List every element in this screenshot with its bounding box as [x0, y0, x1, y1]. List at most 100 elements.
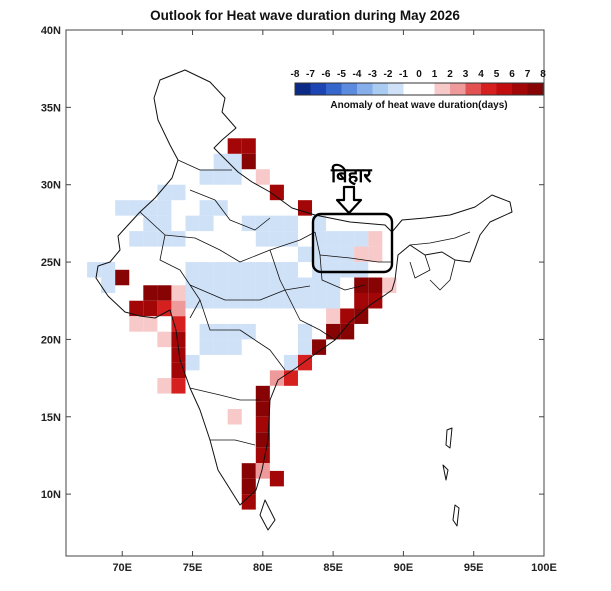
- grid-cell: [227, 323, 242, 340]
- grid-cell: [269, 370, 284, 386]
- grid-cell: [269, 277, 284, 293]
- grid-cell: [241, 262, 256, 278]
- grid-cell: [241, 138, 256, 154]
- grid-cell: [199, 323, 214, 340]
- grid-cell: [227, 409, 242, 425]
- grid-cell: [255, 169, 270, 185]
- colorbar-tick-label: 5: [494, 69, 500, 80]
- colorbar-tick-label: -6: [322, 69, 331, 80]
- colorbar-tick-label: 2: [447, 69, 453, 80]
- colorbar-tick-label: 4: [478, 69, 484, 80]
- x-tick-label: 70E: [112, 562, 132, 574]
- grid-cell: [199, 277, 214, 293]
- grid-cell: [157, 184, 172, 201]
- region-label: बिहार: [330, 163, 372, 187]
- colorbar-tick-label: -3: [368, 69, 377, 80]
- colorbar-swatch: [481, 83, 497, 95]
- grid-cell: [213, 277, 228, 293]
- grid-cell: [297, 323, 313, 340]
- grid-cell: [199, 339, 214, 355]
- grid-cell: [297, 246, 313, 263]
- grid-cell: [185, 262, 200, 278]
- grid-cell: [87, 262, 102, 278]
- grid-cell: [199, 293, 214, 309]
- grid-cell: [101, 262, 116, 278]
- grid-cell: [312, 293, 327, 309]
- x-tick-label: 80E: [253, 562, 273, 574]
- grid-cell: [185, 354, 200, 371]
- grid-cell: [157, 285, 172, 301]
- grid-cell: [171, 184, 186, 201]
- x-tick-label: 95E: [464, 562, 484, 574]
- grid-cell: [227, 138, 242, 154]
- grid-cell: [283, 354, 298, 371]
- grid-cell: [199, 262, 214, 278]
- grid-cell: [129, 300, 144, 317]
- grid-cell: [213, 153, 228, 170]
- grid-cell: [297, 277, 313, 293]
- colorbar-swatch: [388, 83, 404, 95]
- grid-cell: [213, 169, 228, 185]
- colorbar-swatch: [419, 83, 435, 95]
- grid-cell: [368, 246, 383, 263]
- grid-cell: [157, 200, 172, 216]
- grid-cell: [129, 316, 144, 332]
- grid-cell: [283, 231, 298, 247]
- colorbar-tick-label: 0: [416, 69, 422, 80]
- grid-cell: [143, 231, 158, 247]
- grid-cell: [241, 323, 256, 340]
- grid-cell: [340, 323, 355, 340]
- grid-cell: [269, 470, 284, 487]
- colorbar-tick-label: -5: [337, 69, 346, 80]
- grid-cell: [171, 300, 186, 317]
- colorbar-swatch: [496, 83, 513, 95]
- bihar-highlight-box: [311, 212, 394, 274]
- grid-cell: [143, 215, 158, 232]
- x-tick-label: 75E: [183, 562, 203, 574]
- grid-cell: [326, 246, 341, 263]
- grid-cell: [255, 385, 270, 402]
- grid-cell: [227, 169, 242, 185]
- grid-cell: [199, 169, 214, 185]
- grid-cell: [326, 293, 341, 309]
- grid-cell: [157, 331, 172, 348]
- y-tick-label: 20N: [41, 334, 61, 346]
- colorbar-tick-label: 6: [509, 69, 515, 80]
- grid-cell: [129, 231, 144, 247]
- grid-cell: [297, 200, 313, 216]
- colorbar-border: [294, 82, 544, 96]
- colorbar-tick-label: 3: [463, 69, 469, 80]
- y-tick-label: 25N: [41, 257, 61, 269]
- grid-cell: [185, 277, 200, 293]
- sri-lanka-coast: [259, 499, 276, 531]
- colorbar-tick-label: 8: [540, 69, 546, 80]
- colorbar-swatch: [512, 83, 528, 95]
- map-title: Outlook for Heat wave duration during Ma…: [150, 8, 460, 23]
- grid-cell: [312, 277, 327, 293]
- colorbar-swatch: [403, 83, 420, 95]
- grid-cell: [241, 215, 256, 232]
- grid-cell: [143, 316, 158, 332]
- grid-cell: [171, 316, 186, 332]
- grid-cell: [213, 323, 228, 340]
- grid-cell: [255, 447, 270, 464]
- grid-cell: [143, 300, 158, 317]
- grid-cell: [241, 478, 256, 495]
- colorbar-swatch: [295, 83, 311, 95]
- grid-cell: [255, 463, 270, 479]
- colorbar-swatch: [434, 83, 451, 95]
- colorbar-tick-label: -7: [306, 69, 315, 80]
- grid-cell: [340, 308, 355, 324]
- grid-cell: [199, 200, 214, 216]
- india-outline: [95, 69, 513, 531]
- grid-cell: [340, 246, 355, 263]
- grid-cell: [340, 262, 355, 278]
- grid-cell: [326, 308, 341, 324]
- y-tick-label: 40N: [41, 25, 61, 37]
- grid-cell: [255, 262, 270, 278]
- grid-cell: [326, 262, 341, 278]
- grid-cell: [143, 200, 158, 216]
- grid-cell: [171, 347, 186, 363]
- grid-cell: [283, 293, 298, 309]
- andaman-islands: [442, 427, 460, 527]
